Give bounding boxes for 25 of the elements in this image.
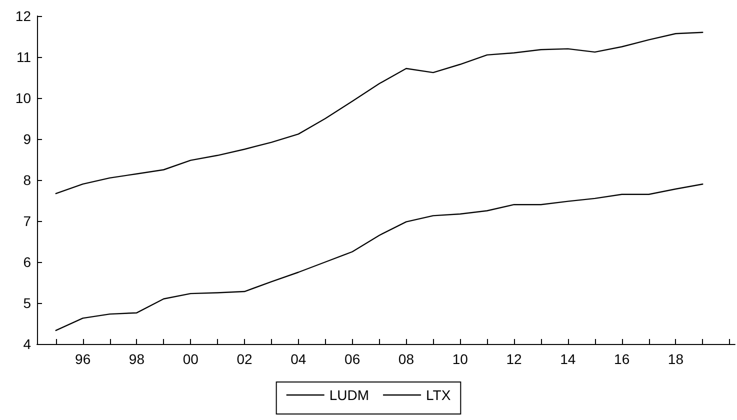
x-tick-label: 98 [128, 351, 145, 367]
y-tick-label: 12 [15, 8, 32, 24]
line-series [55, 184, 704, 332]
x-tick-label: 14 [560, 351, 576, 367]
line-series [55, 32, 704, 194]
y-tick-label: 8 [23, 172, 32, 188]
y-tick-label: 10 [15, 90, 32, 106]
y-tick-label: 7 [23, 213, 32, 229]
legend-label: LTX [426, 387, 452, 403]
y-tick-label: 11 [16, 49, 32, 65]
y-tick-label: 5 [23, 295, 32, 311]
x-tick-label: 18 [668, 351, 684, 367]
x-tick-label: 96 [75, 351, 91, 367]
x-tick-label: 12 [506, 351, 522, 367]
legend-label: LUDM [329, 387, 370, 403]
x-tick-label: 16 [614, 351, 630, 367]
x-tick-label: 06 [344, 351, 360, 367]
x-tick-label: 10 [452, 351, 468, 367]
y-tick-label: 6 [23, 254, 32, 270]
y-tick-label: 9 [23, 131, 32, 147]
x-tick-label: 00 [182, 351, 199, 367]
y-tick-label: 4 [23, 336, 32, 352]
x-tick-label: 02 [236, 351, 253, 367]
x-tick-label: 04 [290, 351, 306, 367]
x-tick-label: 08 [398, 351, 414, 367]
